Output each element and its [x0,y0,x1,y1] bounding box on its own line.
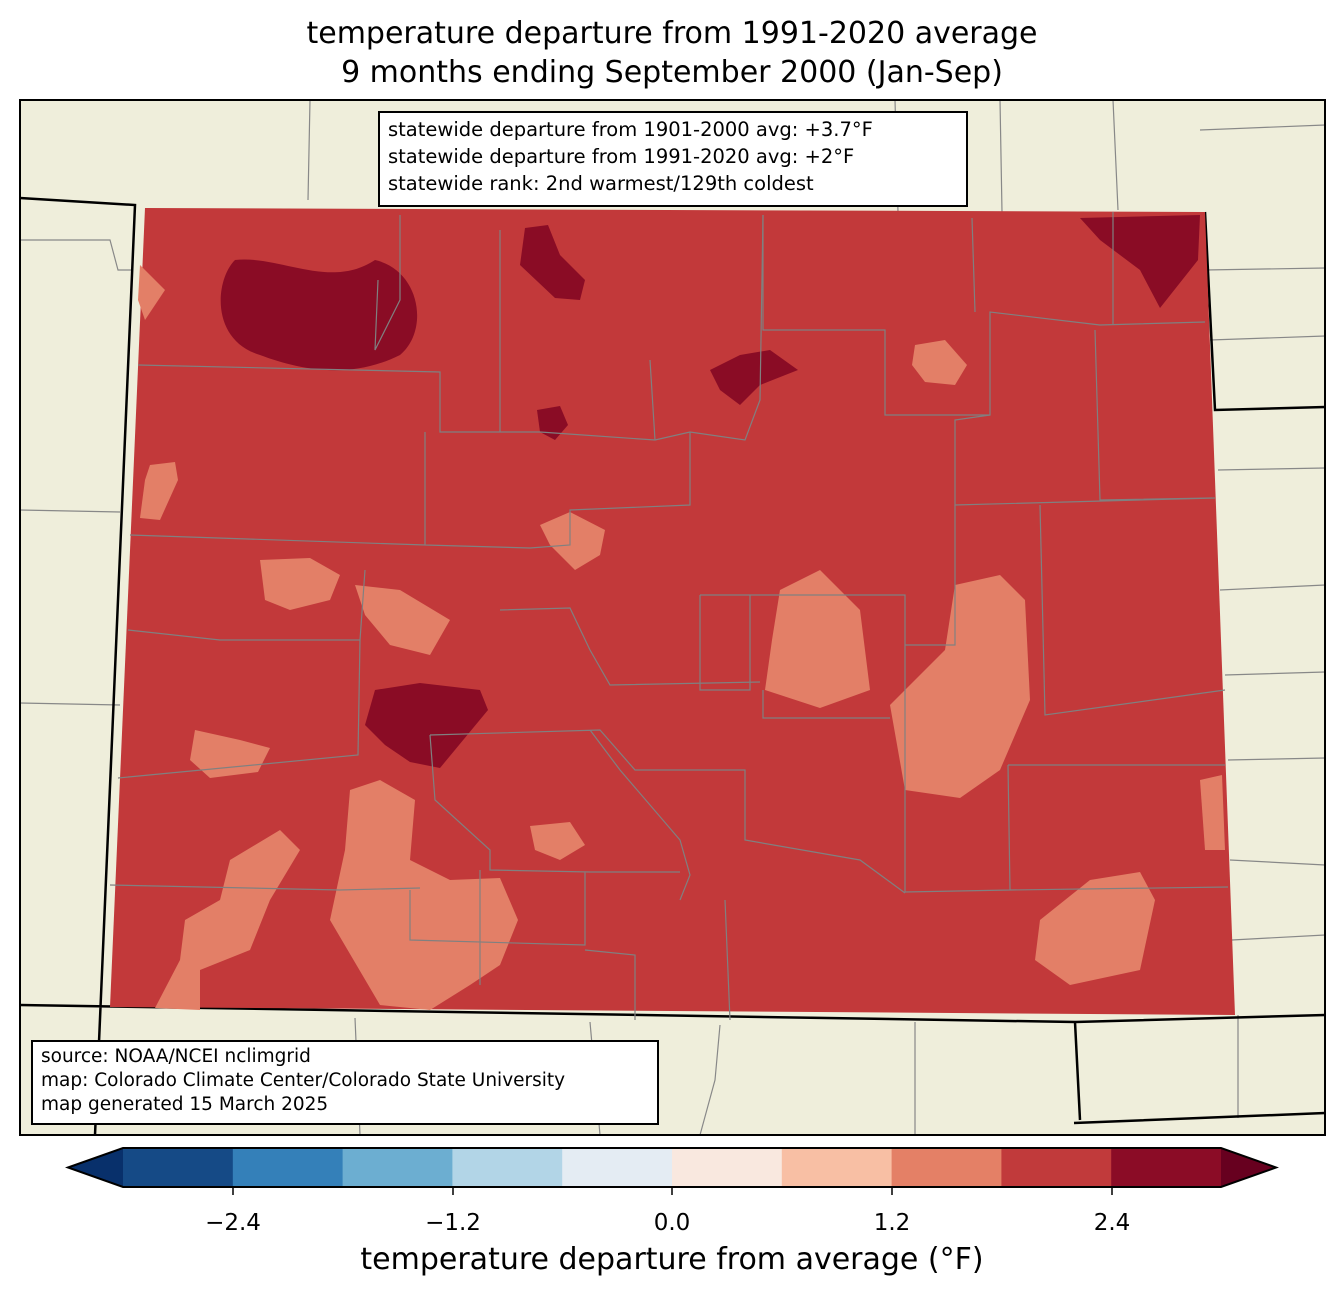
credit-source: source: NOAA/NCEI nclimgrid [41,1046,311,1067]
stat-1991-2020: statewide departure from 1991-2020 avg: … [388,145,855,168]
colorbar-segment [123,1148,234,1187]
colorbar-segment [1001,1148,1112,1187]
credit-generated: map generated 15 March 2025 [41,1094,329,1115]
colorbar [65,1147,1279,1195]
colorbar-segment [781,1148,893,1187]
colorbar-segment [562,1148,673,1187]
stat-1901-2000: statewide departure from 1901-2000 avg: … [388,118,873,141]
colorbar-extend-low [68,1148,123,1187]
colorbar-segment [452,1148,563,1187]
colorbar-segment [232,1148,344,1187]
colorbar-tick-label: −2.4 [205,1210,261,1236]
colorbar-tick-label: 0.0 [653,1210,691,1236]
credit-map: map: Colorado Climate Center/Colorado St… [41,1070,566,1091]
colorbar-segment [672,1148,783,1187]
statewide-stats-box: statewide departure from 1901-2000 avg: … [378,111,968,207]
credits-box: source: NOAA/NCEI nclimgrid map: Colorad… [31,1040,659,1125]
colorbar-extend-high [1221,1148,1276,1187]
colorbar-tick-label: −1.2 [425,1210,481,1236]
colorbar-tick-label: 1.2 [873,1210,911,1236]
colorbar-label: temperature departure from average (°F) [360,1242,984,1277]
colorbar-segment [891,1148,1002,1187]
colorbar-tick-label: 2.4 [1093,1210,1131,1236]
county-lines [109,212,1229,1021]
state-borders [19,196,1326,1136]
map-title-line2: 9 months ending September 2000 (Jan-Sep) [341,55,1003,90]
colorbar-segment [1111,1148,1222,1187]
map-frame [19,99,1326,1136]
colorbar-segment [342,1148,453,1187]
colorbar-outline [65,1147,1279,1188]
warm-regions [138,265,1225,1010]
warmest-regions [220,215,1200,768]
map-title-line1: temperature departure from 1991-2020 ave… [306,16,1038,51]
stat-rank: statewide rank: 2nd warmest/129th coldes… [388,172,814,195]
